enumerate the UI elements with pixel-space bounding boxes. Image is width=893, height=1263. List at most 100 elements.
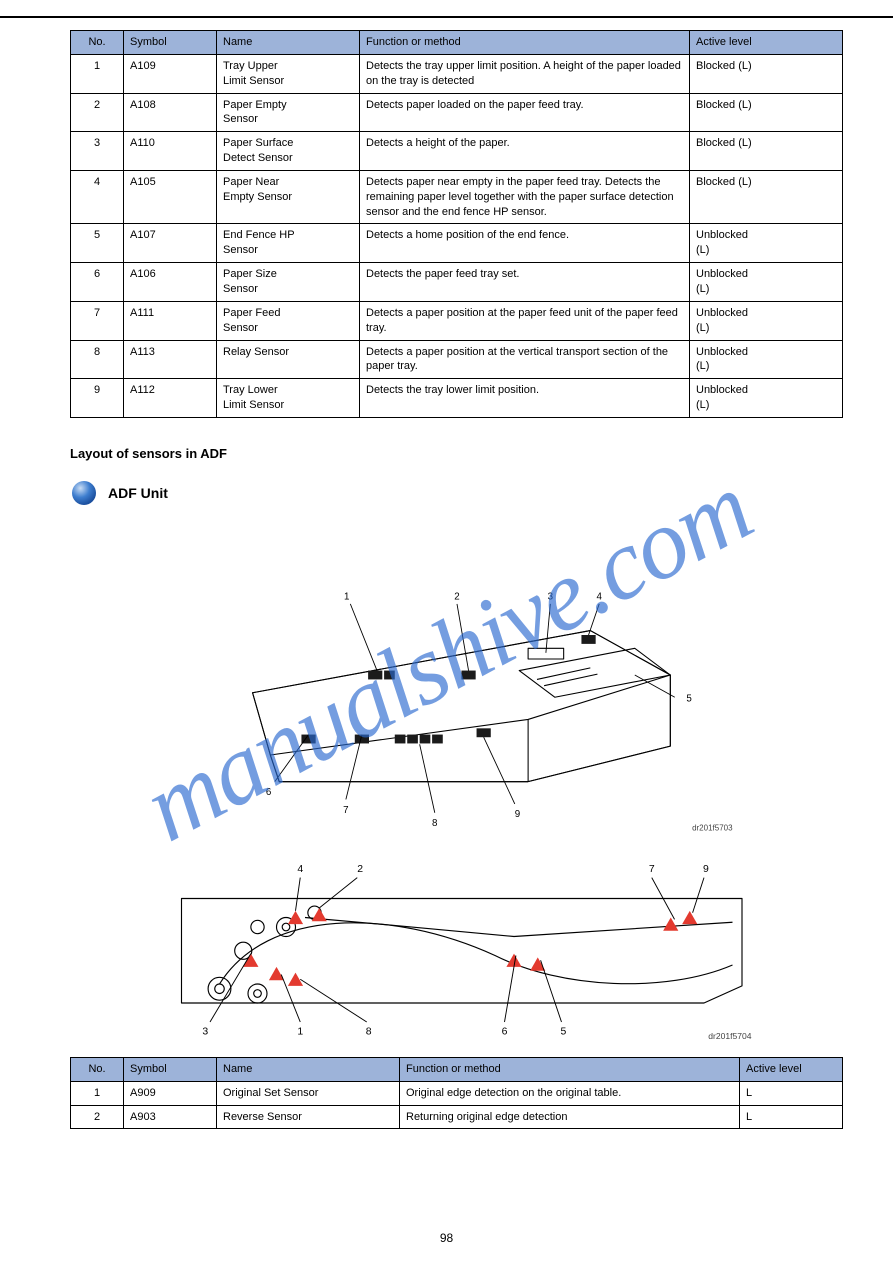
table-cell: 1 (71, 1081, 124, 1105)
table-cell: Paper Empty Sensor (217, 93, 360, 132)
table-cell: A105 (124, 170, 217, 224)
d2-l4: 1 (297, 1026, 303, 1037)
table-row: 4A105Paper Near Empty SensorDetects pape… (71, 170, 843, 224)
table-row: 5A107End Fence HP SensorDetects a home p… (71, 224, 843, 263)
col-symbol: Symbol (124, 31, 217, 55)
table-cell: Paper Near Empty Sensor (217, 170, 360, 224)
table-row: 3A110Paper Surface Detect SensorDetects … (71, 132, 843, 171)
table-cell: A909 (124, 1081, 217, 1105)
table-header-row: No. Symbol Name Function or method Activ… (71, 1057, 843, 1081)
table-cell: Tray Lower Limit Sensor (217, 379, 360, 418)
col-symbol: Symbol (124, 1057, 217, 1081)
table-cell: A903 (124, 1105, 217, 1129)
diagram-adf-iso: 1 2 3 4 5 6 7 8 9 dr201f5703 (137, 515, 777, 835)
table-cell: Detects a paper position at the vertical… (360, 340, 690, 379)
section-title: Layout of sensors in ADF (70, 446, 843, 461)
table-cell: Blocked (L) (690, 93, 843, 132)
table-cell: Relay Sensor (217, 340, 360, 379)
table-cell: Paper Surface Detect Sensor (217, 132, 360, 171)
adf-unit-label: ADF Unit (108, 485, 168, 501)
table-cell: 2 (71, 1105, 124, 1129)
adf-unit-heading: ADF Unit (70, 479, 843, 507)
col-level: Active level (740, 1057, 843, 1081)
d1-l5: 5 (686, 694, 692, 705)
table-cell: 7 (71, 301, 124, 340)
d1-l7: 7 (343, 805, 348, 816)
d1-l3: 3 (547, 591, 552, 602)
d1-l8: 8 (432, 818, 437, 829)
d2-l6: 6 (501, 1026, 507, 1037)
table-cell: A108 (124, 93, 217, 132)
table-cell: Paper Feed Sensor (217, 301, 360, 340)
d1-l4: 4 (596, 591, 602, 602)
table-cell: A109 (124, 54, 217, 93)
table-row: 7A111Paper Feed SensorDetects a paper po… (71, 301, 843, 340)
table-cell: 9 (71, 379, 124, 418)
d1-l9: 9 (514, 809, 519, 820)
d2-l7: 5 (560, 1026, 566, 1037)
table-cell: A111 (124, 301, 217, 340)
table-cell: A107 (124, 224, 217, 263)
d1-caption: dr201f5703 (692, 823, 733, 832)
table-cell: Detects a height of the paper. (360, 132, 690, 171)
col-function: Function or method (400, 1057, 740, 1081)
table-cell: L (740, 1105, 843, 1129)
upper-parts-table: No. Symbol Name Function or method Activ… (70, 30, 843, 418)
table-cell: Unblocked (L) (690, 224, 843, 263)
lower-parts-table: No. Symbol Name Function or method Activ… (70, 1057, 843, 1130)
bullet-icon (70, 479, 98, 507)
col-name: Name (217, 31, 360, 55)
table-cell: Detects paper loaded on the paper feed t… (360, 93, 690, 132)
col-no: No. (71, 31, 124, 55)
col-name: Name (217, 1057, 400, 1081)
d2-caption: dr201f5704 (708, 1031, 751, 1041)
d2-l9: 9 (702, 864, 708, 875)
col-function: Function or method (360, 31, 690, 55)
table-cell: 6 (71, 263, 124, 302)
col-level: Active level (690, 31, 843, 55)
table-cell: Detects a paper position at the paper fe… (360, 301, 690, 340)
table-cell: 3 (71, 132, 124, 171)
table-cell: Unblocked (L) (690, 340, 843, 379)
table-cell: Detects the tray upper limit position. A… (360, 54, 690, 93)
d1-l6: 6 (265, 787, 270, 798)
table-cell: Detects the paper feed tray set. (360, 263, 690, 302)
table-cell: 8 (71, 340, 124, 379)
table-cell: Blocked (L) (690, 170, 843, 224)
col-no: No. (71, 1057, 124, 1081)
table-cell: L (740, 1081, 843, 1105)
table-cell: Unblocked (L) (690, 263, 843, 302)
d1-l2: 2 (454, 591, 459, 602)
table-cell: 2 (71, 93, 124, 132)
table-cell: Reverse Sensor (217, 1105, 400, 1129)
d1-l1: 1 (344, 591, 349, 602)
table-row: 9A112Tray Lower Limit SensorDetects the … (71, 379, 843, 418)
table-cell: A113 (124, 340, 217, 379)
table-row: 1A909Original Set SensorOriginal edge de… (71, 1081, 843, 1105)
table-row: 2A108Paper Empty SensorDetects paper loa… (71, 93, 843, 132)
diagram-adf-side: 4 2 7 9 3 1 8 6 5 dr201f5704 (137, 851, 777, 1041)
table-cell: 4 (71, 170, 124, 224)
table-cell: Blocked (L) (690, 54, 843, 93)
table-row: 8A113Relay SensorDetects a paper positio… (71, 340, 843, 379)
table-cell: A106 (124, 263, 217, 302)
d2-l3: 3 (202, 1026, 208, 1037)
table-cell: Blocked (L) (690, 132, 843, 171)
table-cell: Unblocked (L) (690, 301, 843, 340)
table-header-row: No. Symbol Name Function or method Activ… (71, 31, 843, 55)
top-rule (0, 16, 893, 18)
table-cell: Returning original edge detection (400, 1105, 740, 1129)
table-cell: Detects the tray lower limit position. (360, 379, 690, 418)
table-cell: 5 (71, 224, 124, 263)
table-cell: Unblocked (L) (690, 379, 843, 418)
table-row: 1A109Tray Upper Limit SensorDetects the … (71, 54, 843, 93)
table-row: 2A903Reverse SensorReturning original ed… (71, 1105, 843, 1129)
d2-l5: 8 (365, 1026, 371, 1037)
table-cell: Tray Upper Limit Sensor (217, 54, 360, 93)
d2-l1: 4 (297, 864, 303, 875)
page-number: 98 (0, 1231, 893, 1245)
table-cell: Paper Size Sensor (217, 263, 360, 302)
table-cell: Original Set Sensor (217, 1081, 400, 1105)
table-cell: Detects a home position of the end fence… (360, 224, 690, 263)
table-cell: Original edge detection on the original … (400, 1081, 740, 1105)
